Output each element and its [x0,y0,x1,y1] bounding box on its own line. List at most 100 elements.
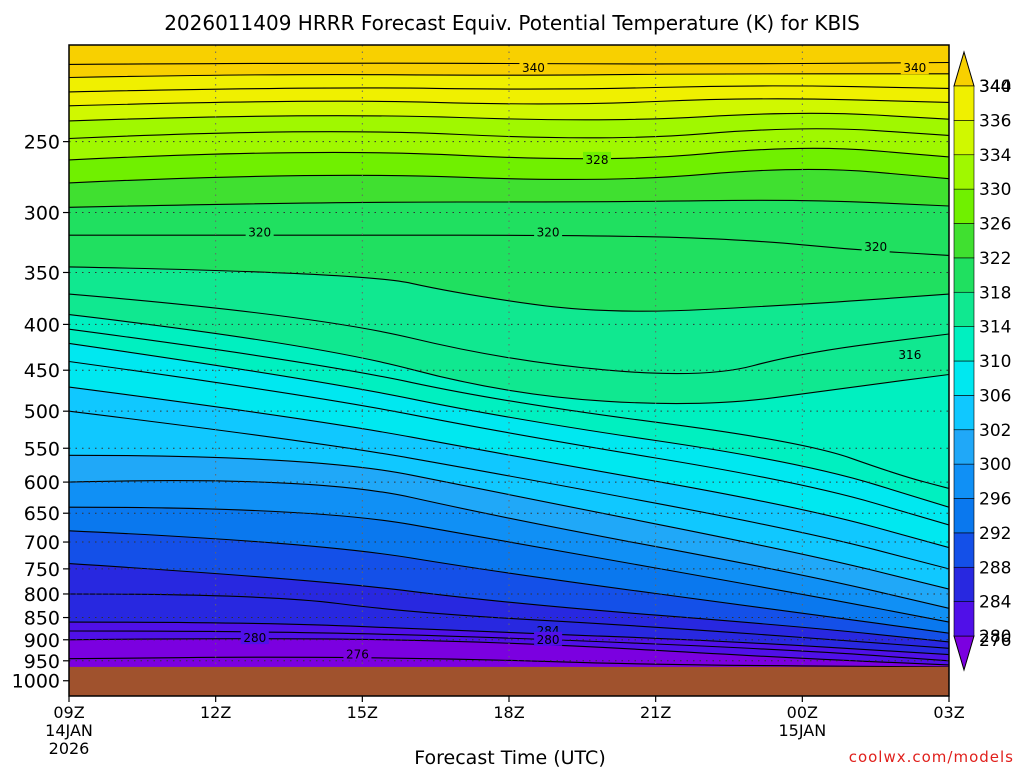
y-tick-label-800: 800 [24,584,60,606]
colorbar-swatch-6 [953,429,975,465]
colorbar-swatch-2 [953,566,975,602]
y-tick-label-750: 750 [24,559,60,581]
isentrope-316 [69,293,949,375]
chart-title: 2026011409 HRRR Forecast Equiv. Potentia… [164,11,860,35]
x-tick-sublabel: 2026 [49,739,90,758]
isentrope-334 [69,112,949,122]
isentrope-332 [69,128,949,140]
colorbar-label-326: 326 [979,215,1011,235]
colorbar-label-310: 310 [979,352,1011,372]
y-tick-label-850: 850 [24,608,60,630]
isentrope-296 [69,506,949,623]
isentrope-282 [69,630,949,662]
y-tick-label-600: 600 [24,472,60,494]
isentrope-310 [69,342,949,508]
contour-label-316: 316 [898,348,921,362]
contour-label-340: 340 [903,61,926,75]
isentrope-340 [69,73,949,79]
credit-text: coolwx.com/models [849,748,1014,766]
contour-label-bg [245,224,274,239]
isentrope-302 [69,454,949,590]
isentrope-338 [69,85,949,93]
grid-lines [69,45,949,696]
y-tick-label-950: 950 [24,651,60,673]
colorbar-swatch-7 [953,395,975,431]
ground-below-surface [69,666,949,696]
y-tick-label-900: 900 [24,630,60,652]
isentrope-306 [69,386,949,549]
x-tick-label-03Z: 03Z [933,703,964,722]
x-axis-label: Forecast Time (UTC) [414,747,605,768]
contour-label-320: 320 [248,226,271,240]
colorbar-swatch-10 [953,291,975,327]
isentrope-276 [69,656,949,668]
x-tick-label-15Z: 15Z [347,703,378,722]
colorbar-swatch-12 [953,223,975,259]
y-tick-label-450: 450 [24,360,60,382]
colorbar-label-300: 300 [979,455,1011,475]
x-tick-label-12Z: 12Z [200,703,231,722]
x-tick-label-00Z: 00Z [787,703,818,722]
contour-label-bg [583,151,611,166]
isentrope-343 [69,61,949,65]
colorbar-arrow-low [953,635,975,672]
contour-label-320: 320 [537,226,560,240]
colorbar-swatch-3 [953,532,975,568]
colorbar-swatch-8 [953,360,975,396]
colorbar-label-276: 276 [979,631,1011,651]
x-tick-label-18Z: 18Z [493,703,524,722]
y-tick-label-500: 500 [24,401,60,423]
colorbar-label-344: 344 [979,77,1011,97]
x-tick-sublabel: 15JAN [778,721,826,740]
isentrope-330 [69,147,949,161]
contour-label-276: 276 [346,648,369,662]
colorbar-swatch-9 [953,326,975,362]
x-tick-label-09Z: 09Z [53,703,84,722]
colorbar-swatch-5 [953,463,975,499]
colorbar-label-292: 292 [979,524,1011,544]
contour-label-280: 280 [537,633,560,647]
pressure-axis: 2503003504004505005506006507007508008509… [12,132,69,693]
colorbar-label-302: 302 [979,421,1011,441]
isentrope-320 [69,234,949,256]
colorbar-swatch-14 [953,154,975,190]
colorbar-label-296: 296 [979,490,1011,510]
colorbar-swatch-1 [953,601,975,637]
isentrope-324 [69,199,949,208]
isentrope-312 [69,328,949,490]
colorbar-label-334: 334 [979,146,1011,166]
contour-label-328: 328 [586,153,609,167]
contour-label-bg [895,347,924,362]
colorbar-label-280: 280 [979,627,1011,647]
isentrope-314 [69,314,949,405]
colorbar-label-330: 330 [979,180,1011,200]
isentrope-336 [69,98,949,107]
theta-e-fill [69,45,949,696]
colorbar-label-284: 284 [979,593,1011,613]
contour-label-bg [240,630,269,645]
colorbar-label-288: 288 [979,558,1011,578]
isentrope-304 [69,410,949,570]
contour-label-320: 320 [864,240,887,254]
isentrope-284 [69,621,949,656]
colorbar-swatch-16 [953,85,975,121]
y-tick-label-250: 250 [24,132,60,154]
contour-label-bg [861,239,890,254]
colorbar-label-322: 322 [979,249,1011,269]
colorbar-label-306: 306 [979,386,1011,406]
contour-label-bg [900,60,929,75]
contour-label-bg [534,224,563,239]
colorbar-swatch-13 [953,188,975,224]
colorbar-label-314: 314 [979,318,1011,338]
y-tick-label-650: 650 [24,503,60,525]
isentrope-288 [69,563,949,643]
x-tick-label-21Z: 21Z [640,703,671,722]
contour-label-bg [519,60,548,75]
y-tick-label-700: 700 [24,532,60,554]
contour-label-280: 280 [243,631,266,645]
